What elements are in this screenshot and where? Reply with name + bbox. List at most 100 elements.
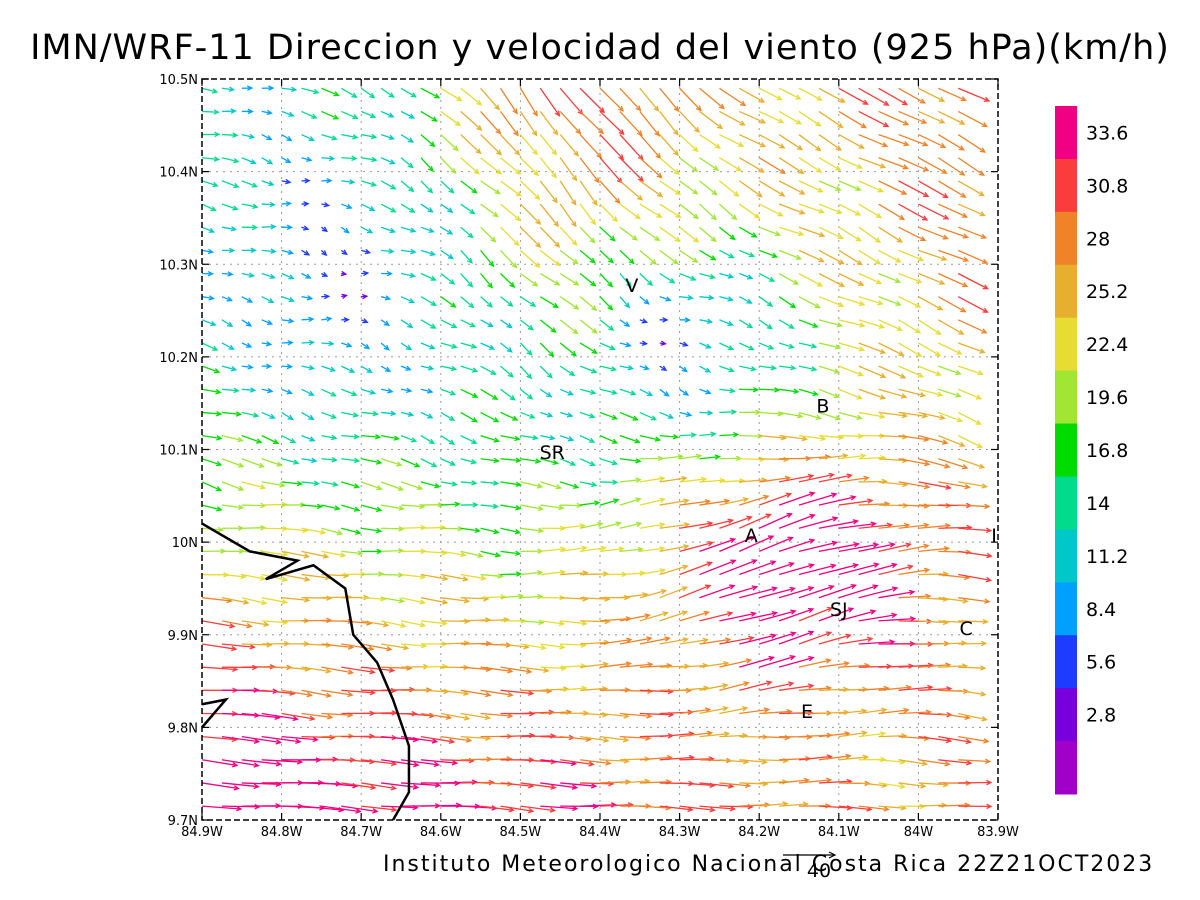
wind-vector-head [515,457,522,463]
wind-vector [281,272,294,280]
wind-vector [559,249,578,265]
wind-vector [679,664,708,668]
wind-vector-head [960,192,967,198]
wind-vector [440,87,462,101]
wind-vector [341,342,352,347]
wind-vector-head [870,521,877,527]
wind-vector-head [571,221,577,228]
wind-vector-head [390,207,397,213]
wind-vector [201,249,213,253]
wind-vector [699,157,719,171]
wind-vector [321,712,353,716]
wind-vector [699,559,736,576]
wind-vector [519,226,541,248]
wind-vector-head [838,259,845,265]
wind-vector [440,226,453,235]
wind-vector [679,561,712,576]
wind-vector-head [494,552,502,558]
wind-vector [918,597,948,601]
wind-vector-head [684,317,691,323]
wind-vector-head [894,277,902,284]
wind-vector [679,87,702,111]
wind-vector [261,735,301,743]
wind-vector [460,689,491,696]
wind-vector [719,536,755,552]
wind-vector-head [248,133,256,140]
wind-vector-head [843,686,850,693]
wind-vector [539,226,560,248]
wind-vector-head [612,479,619,486]
wind-vector-head [758,167,766,173]
wind-vector [878,296,901,306]
wind-vector [639,296,650,305]
wind-vector [301,458,317,462]
wind-vector [380,458,402,466]
wind-vector [201,759,238,767]
wind-vector [440,110,461,126]
wind-vector [699,805,735,810]
wind-vector-head [659,522,666,528]
wind-vector [519,134,538,155]
wind-vector-head [711,189,718,196]
wind-vector [400,272,415,277]
wind-vector [639,388,653,396]
wind-vector [719,659,751,668]
wind-vector-head [433,761,441,768]
wind-vector [500,504,521,510]
wind-vector-head [831,492,838,498]
wind-vector-head [309,715,316,722]
wind-vector-head [572,258,579,265]
wind-vector [878,565,913,576]
wind-vector-head [460,551,467,558]
wind-vector-head [650,415,658,421]
colorbar-label: 5.6 [1086,652,1116,674]
wind-vector [758,562,794,576]
wind-vector-head [256,438,263,444]
wind-vector-head [745,658,753,664]
wind-vector [341,365,355,373]
wind-vector [460,203,475,215]
wind-vector [898,504,929,507]
wind-vector [400,296,414,303]
wind-vector-head [471,188,478,194]
wind-vector [281,735,318,741]
wind-vector-head [305,273,312,279]
wind-vector [361,157,377,161]
wind-vector-head [784,475,792,482]
wind-vector [619,780,650,784]
wind-vector-head [363,594,370,601]
wind-vector-head [414,462,421,468]
wind-vector [818,564,858,576]
wind-vector [699,134,721,149]
city-label: C [960,618,973,640]
wind-vector [719,296,733,301]
wind-vector-head [259,484,267,490]
wind-vector [937,319,964,335]
wind-vector [281,435,296,444]
wind-vector-head [770,633,777,639]
wind-vector-head [836,208,843,214]
wind-vector [878,226,903,243]
wind-vector-head [210,320,217,327]
wind-vector [321,411,336,419]
wind-vector [420,249,435,256]
wind-vector-head [393,435,401,441]
wind-vector [759,781,787,784]
colorbar-label: 14 [1086,493,1110,515]
wind-vector [480,434,499,442]
wind-vector [241,319,252,327]
wind-vector [579,522,603,529]
wind-vector-head [419,574,427,580]
wind-vector-head [795,254,803,260]
wind-vector [420,620,447,625]
wind-vector-head [783,456,790,463]
wind-vector [301,689,331,697]
wind-vector-head [409,207,416,213]
wind-vector [938,388,961,397]
wind-vector [380,87,394,98]
wind-vector-head [475,148,482,155]
wind-vector-head [590,389,597,395]
wind-vector [460,87,482,106]
wind-vector [719,782,750,787]
